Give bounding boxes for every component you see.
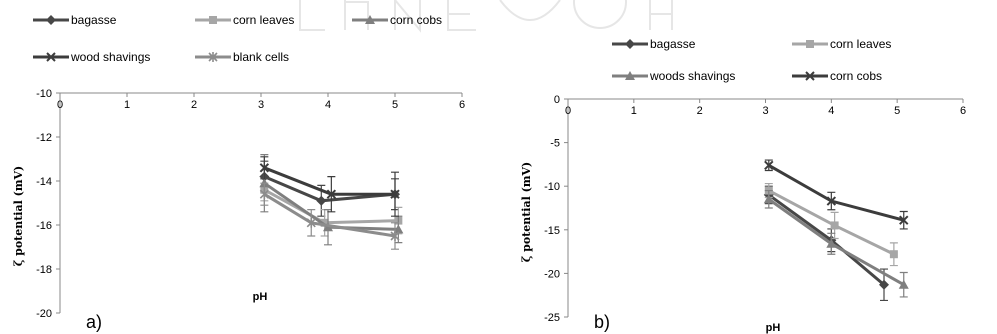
data-point-blank-cells [390,231,400,241]
x-tick-label: 3 [258,99,264,111]
y-tick-label: -25 [544,312,560,324]
legend-entry-bagasse: bagasse [612,37,696,51]
data-point-bagasse [879,279,889,290]
legend-label-wood-shavings: wood shavings [70,50,150,64]
data-point-blank-cells [259,189,269,200]
legend-marker-blank-cells [208,52,218,62]
y-tick-label: -18 [36,264,52,276]
legend-label-corn-leaves: corn leaves [233,13,294,27]
data-point-woods-shavings [826,238,837,248]
legend-entry-corn-cobs: corn cobs [792,69,882,83]
y-tick-label: -14 [36,176,52,188]
x-tick-label: 0 [565,105,571,117]
data-point-corn-leaves [889,250,898,259]
x-tick-label: 6 [960,105,966,117]
legend-entry-wood-shavings: wood shavings [33,50,150,64]
legend-label-corn-cobs: corn cobs [390,13,442,27]
legend-entry-woods-shavings: woods shavings [612,69,735,83]
legend-marker-corn-cobs [365,15,375,24]
data-point-corn-leaves [830,221,839,230]
data-point-bagasse [316,195,327,206]
x-tick-label: 1 [631,105,637,117]
y-axis-label: ζ potential (mV) [12,166,25,266]
legend-label-blank-cells: blank cells [233,50,289,64]
x-tick-label: 3 [762,105,768,117]
x-tick-label: 5 [894,105,900,117]
data-point-corn-cobs [826,196,837,206]
series-blank-cells [259,182,400,250]
y-tick-label: 0 [554,94,560,106]
legend-marker-wood-shavings [46,52,56,62]
legend-label-corn-leaves: corn leaves [830,37,891,51]
data-point-corn-cobs [764,160,774,170]
legend-label-bagasse: bagasse [71,13,117,27]
legend-marker-corn-leaves [209,16,217,24]
zeta-chart-b: 0 1 2 3 4 5 6 0 -5 -10 -15 -20 -25 pH ζ potential (mV)… [520,37,966,334]
panel-label-b: b) [594,312,611,332]
data-point-corn-cobs [393,224,404,234]
x-tick-label: 4 [828,105,834,117]
legend-entry-corn-leaves: corn leaves [792,37,891,51]
y-tick-label: -20 [36,308,52,320]
legend-label-woods-shavings: woods shavings [649,69,735,83]
data-point-blank-cells [306,217,316,228]
series-wood-shavings [259,156,400,217]
x-tick-label: 2 [191,99,197,111]
legend-marker-bagasse [625,39,635,49]
legend-marker-bagasse [46,15,56,25]
x-tick-label: 5 [392,99,398,111]
y-tick-label: -5 [550,138,560,150]
legend-label-corn-cobs: corn cobs [830,69,882,83]
data-point-woods-shavings [898,279,909,289]
watermark-decoration [299,0,673,33]
x-tick-label: 6 [459,99,465,111]
x-tick-label: 1 [124,99,130,111]
data-point-woods-shavings [763,194,774,204]
y-tick-label: -20 [544,268,560,280]
x-tick-label: 0 [57,99,63,111]
data-point-corn-leaves [320,218,329,227]
legend-marker-woods-shavings [625,71,635,80]
y-tick-label: -15 [544,225,560,237]
data-point-wood-shavings [326,189,337,199]
series-line-wood-shavings [263,166,395,196]
legend-marker-corn-cobs [805,71,815,81]
legend-entry-bagasse: bagasse [33,13,117,27]
series-woods-shavings [763,189,909,298]
y-axis-label: ζ potential (mV) [520,162,533,262]
x-axis-label: pH [253,291,268,303]
zeta-chart-a: 0 1 2 3 4 5 6 -10 -12 -14 -16 -18 -20 pH ζ potential (… [12,13,465,320]
legend-entry-corn-cobs: corn cobs [352,13,442,27]
legend-entry-corn-leaves: corn leaves [195,13,294,27]
series-corn-cobs [764,159,909,230]
series-bagasse [259,160,400,217]
y-tick-label: -10 [36,88,52,100]
legend-entry-blank-cells: blank cells [195,50,289,64]
data-point-corn-cobs [899,215,909,225]
data-point-wood-shavings [390,189,400,199]
legend-label-bagasse: bagasse [650,37,696,51]
panel-label-a: a) [86,312,103,332]
x-tick-label: 4 [325,99,331,111]
y-tick-label: -10 [544,181,560,193]
x-tick-label: 2 [697,105,703,117]
y-tick-label: -16 [36,220,52,232]
x-axis-label: pH [766,322,781,334]
data-point-wood-shavings [259,163,270,173]
y-tick-label: -12 [36,132,52,144]
legend-marker-corn-leaves [806,40,814,48]
